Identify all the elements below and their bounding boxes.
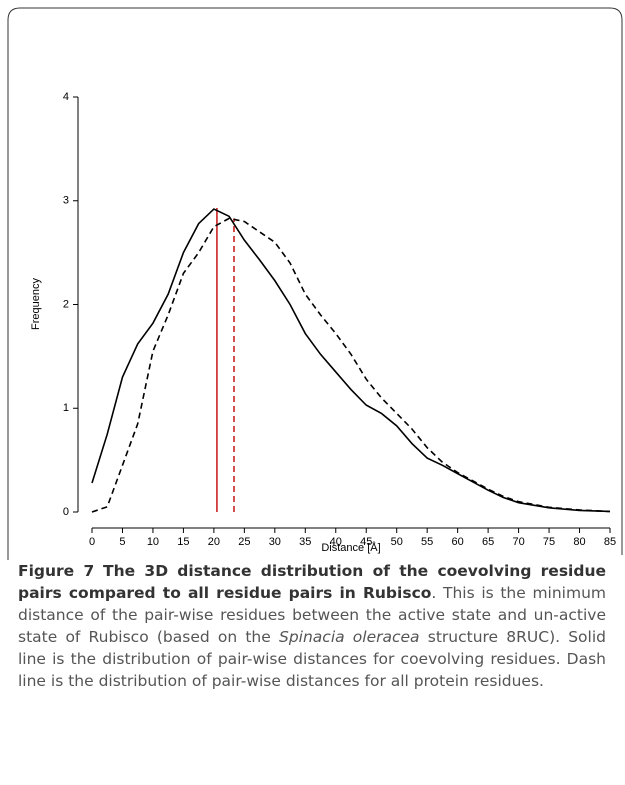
x-tick-label: 35 <box>299 536 311 548</box>
caption-title: The 3D distance distribution of the coev… <box>18 562 607 602</box>
y-axis-label: Frequency <box>30 278 42 330</box>
x-tick-label: 65 <box>482 536 494 548</box>
x-tick-label: 0 <box>89 536 95 548</box>
x-tick-label: 50 <box>391 536 403 548</box>
frame <box>7 7 623 560</box>
x-tick-label: 70 <box>512 536 524 548</box>
y-tick-label: 4 <box>63 91 69 103</box>
y-tick-label: 1 <box>63 402 69 414</box>
x-tick-label: 30 <box>269 536 281 548</box>
y-tick-label: 2 <box>63 298 69 310</box>
x-tick-label: 55 <box>421 536 433 548</box>
x-tick-label: 75 <box>543 536 555 548</box>
x-tick-label: 25 <box>238 536 250 548</box>
y-tick-label: 3 <box>63 195 69 207</box>
data-line <box>91 217 611 513</box>
caption-body: . This is the minimum distance of the pa… <box>18 584 606 646</box>
y-tick-label: 0 <box>63 506 69 518</box>
caption: Figure 7 The 3D distance distribution of… <box>18 560 606 692</box>
x-tick-label: 45 <box>360 536 372 548</box>
data-line <box>91 208 611 513</box>
caption-body: structure 8RUC). Solid line is the distr… <box>18 628 606 690</box>
caption-label: Figure 7 <box>18 562 95 580</box>
x-tick-label: 10 <box>147 536 159 548</box>
x-axis-label: Distance [Å] <box>321 541 380 554</box>
x-tick-label: 40 <box>330 536 342 548</box>
x-tick-label: 60 <box>452 536 464 548</box>
x-tick-label: 5 <box>119 536 125 548</box>
x-tick-label: 85 <box>604 536 616 548</box>
x-tick-label: 15 <box>177 536 189 548</box>
x-tick-label: 80 <box>573 536 585 548</box>
x-tick-label: 20 <box>208 536 220 548</box>
caption-species: Spinacia oleracea <box>278 628 420 646</box>
